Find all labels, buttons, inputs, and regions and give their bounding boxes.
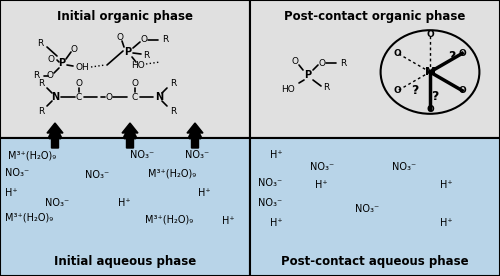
Text: P: P bbox=[58, 58, 66, 68]
Text: O: O bbox=[70, 44, 78, 54]
Text: M: M bbox=[424, 67, 436, 77]
Text: NO₃⁻: NO₃⁻ bbox=[392, 162, 416, 172]
Text: O: O bbox=[318, 59, 326, 68]
Text: P: P bbox=[304, 70, 312, 80]
Bar bbox=[250, 138, 500, 276]
Bar bbox=[0, 0, 250, 138]
Text: R: R bbox=[38, 107, 44, 115]
Text: NO₃⁻: NO₃⁻ bbox=[310, 162, 334, 172]
Text: NO₃⁻: NO₃⁻ bbox=[185, 150, 209, 160]
Text: O: O bbox=[426, 105, 434, 114]
Text: C: C bbox=[132, 92, 138, 102]
Text: R: R bbox=[323, 84, 329, 92]
FancyArrow shape bbox=[187, 123, 203, 148]
Text: H⁺: H⁺ bbox=[270, 218, 282, 228]
Text: O: O bbox=[426, 30, 434, 39]
Text: M³⁺(H₂O)₉: M³⁺(H₂O)₉ bbox=[145, 214, 193, 224]
Text: ?: ? bbox=[448, 51, 456, 63]
Text: R: R bbox=[33, 71, 39, 81]
Text: M³⁺(H₂O)₉: M³⁺(H₂O)₉ bbox=[148, 169, 196, 179]
Text: Initial organic phase: Initial organic phase bbox=[57, 10, 193, 23]
Text: NO₃⁻: NO₃⁻ bbox=[45, 198, 69, 208]
Text: H⁺: H⁺ bbox=[5, 188, 18, 198]
Text: R: R bbox=[170, 78, 176, 87]
Text: HO: HO bbox=[281, 84, 295, 94]
Text: ?: ? bbox=[412, 84, 418, 97]
Text: O: O bbox=[76, 79, 82, 89]
Text: N: N bbox=[155, 92, 163, 102]
Text: O: O bbox=[140, 36, 147, 44]
Text: O: O bbox=[458, 86, 466, 95]
Text: NO₃⁻: NO₃⁻ bbox=[258, 178, 282, 188]
Text: R: R bbox=[143, 51, 149, 60]
Text: Post-contact aqueous phase: Post-contact aqueous phase bbox=[281, 255, 469, 268]
Text: H⁺: H⁺ bbox=[315, 180, 328, 190]
Text: O: O bbox=[458, 49, 466, 58]
Text: Initial aqueous phase: Initial aqueous phase bbox=[54, 255, 196, 268]
Text: O: O bbox=[106, 92, 112, 102]
Text: H⁺: H⁺ bbox=[270, 150, 282, 160]
Text: H⁺: H⁺ bbox=[440, 180, 452, 190]
Text: NO₃⁻: NO₃⁻ bbox=[355, 204, 379, 214]
Text: R: R bbox=[162, 36, 168, 44]
Text: R: R bbox=[38, 78, 44, 87]
Text: P: P bbox=[124, 47, 132, 57]
Text: O: O bbox=[394, 49, 402, 58]
FancyArrow shape bbox=[47, 123, 63, 148]
FancyArrow shape bbox=[122, 123, 138, 148]
Text: NO₃⁻: NO₃⁻ bbox=[258, 198, 282, 208]
Text: NO₃⁻: NO₃⁻ bbox=[130, 150, 154, 160]
Text: O: O bbox=[116, 33, 123, 43]
Text: N: N bbox=[51, 92, 59, 102]
Text: H⁺: H⁺ bbox=[198, 188, 210, 198]
Text: HO: HO bbox=[131, 60, 145, 70]
Text: O: O bbox=[394, 86, 402, 95]
Text: Post-contact organic phase: Post-contact organic phase bbox=[284, 10, 466, 23]
Text: R: R bbox=[37, 38, 43, 47]
Text: O: O bbox=[132, 79, 138, 89]
Text: NO₃⁻: NO₃⁻ bbox=[5, 168, 29, 178]
Text: H⁺: H⁺ bbox=[440, 218, 452, 228]
Text: NO₃⁻: NO₃⁻ bbox=[85, 170, 109, 180]
Text: ?: ? bbox=[432, 91, 438, 104]
Text: C: C bbox=[76, 92, 82, 102]
Text: O: O bbox=[48, 55, 54, 65]
Text: R: R bbox=[170, 107, 176, 115]
Text: OH: OH bbox=[75, 62, 89, 71]
Bar bbox=[0, 138, 250, 276]
Text: H⁺: H⁺ bbox=[118, 198, 130, 208]
Text: M³⁺(H₂O)₉: M³⁺(H₂O)₉ bbox=[5, 212, 53, 222]
Text: O: O bbox=[292, 57, 298, 67]
Text: O: O bbox=[46, 71, 54, 81]
Text: M³⁺(H₂O)₉: M³⁺(H₂O)₉ bbox=[8, 150, 56, 160]
Text: R: R bbox=[340, 59, 346, 68]
Bar bbox=[250, 0, 500, 138]
Text: H⁺: H⁺ bbox=[222, 216, 234, 226]
